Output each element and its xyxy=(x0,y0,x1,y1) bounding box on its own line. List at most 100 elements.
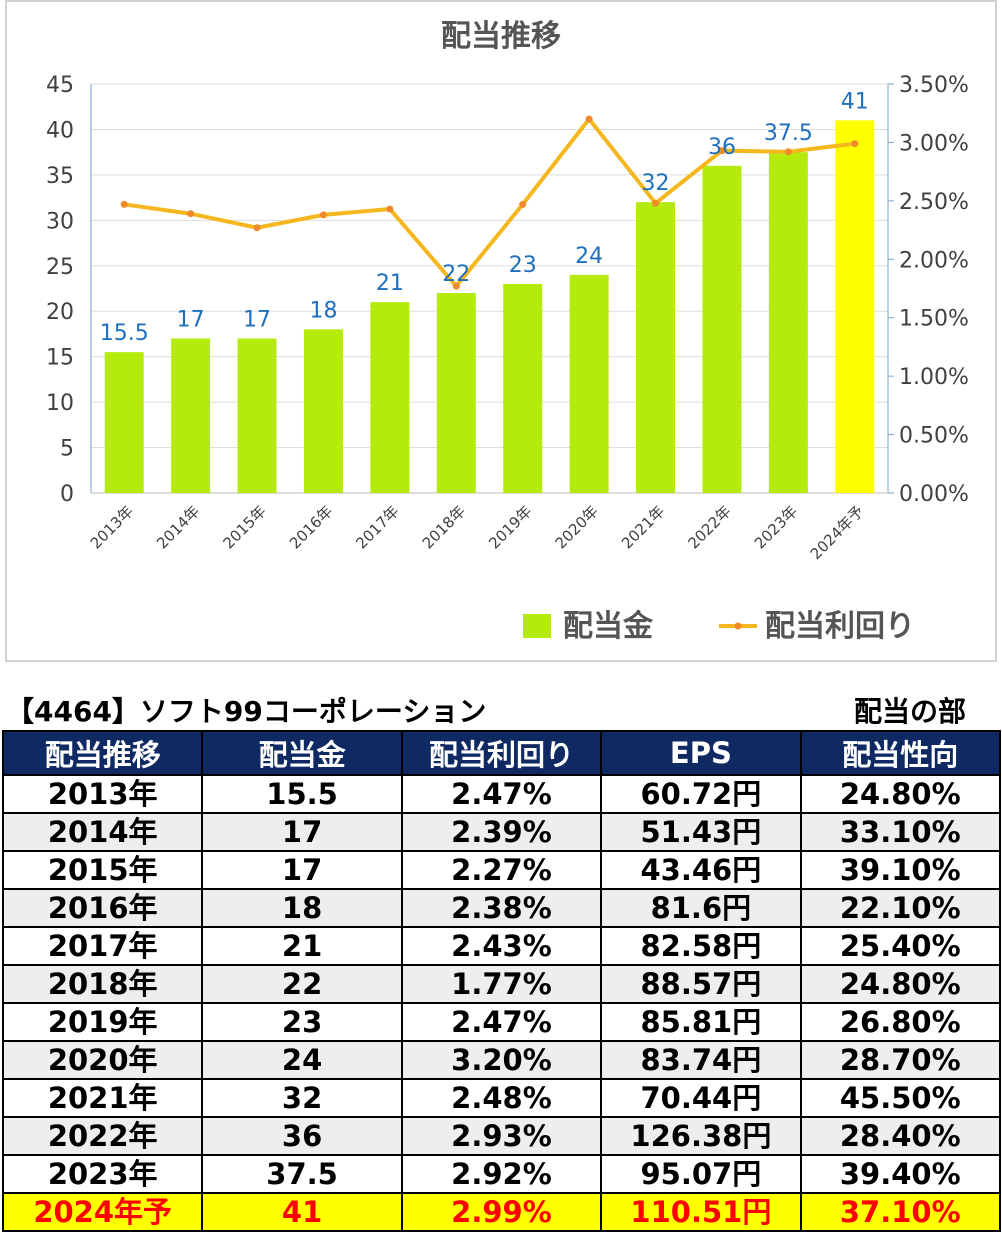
bar-dividend xyxy=(636,202,676,493)
cell-payout: 22.10% xyxy=(799,888,1002,928)
cell-year: 2015年 xyxy=(1,850,204,890)
bar-dividend xyxy=(768,152,808,493)
bar-data-label: 17 xyxy=(243,307,271,332)
table-row: 2016年 18 2.38% 81.6円 22.10% xyxy=(1,888,1002,928)
bar-data-label: 23 xyxy=(509,253,537,278)
dividend-chart: 配当推移 0 5 10 15 20 25 30 35 40 45 0.00% 0.50% 1.00% 1.5… xyxy=(46,19,969,644)
bar-dividend xyxy=(569,274,609,493)
cell-year: 2017年 xyxy=(1,926,204,966)
table-row: 2024年予 41 2.99% 110.51円 37.10% xyxy=(1,1192,1002,1232)
bar-dividend xyxy=(436,293,476,493)
category-label: 2018年 xyxy=(419,502,469,552)
table-row: 2015年 17 2.27% 43.46円 39.10% xyxy=(1,850,1002,890)
cell-year: 2023年 xyxy=(1,1154,204,1194)
cell-payout: 45.50% xyxy=(799,1078,1002,1118)
right-axis-tick-label: 0.50% xyxy=(899,424,969,449)
left-axis-tick-label: 35 xyxy=(46,164,74,189)
cell-year: 2019年 xyxy=(1,1002,204,1042)
cell-year: 2021年 xyxy=(1,1078,204,1118)
marker-yield xyxy=(784,148,792,156)
cell-dividend: 36 xyxy=(201,1116,403,1156)
bar-dividend xyxy=(237,338,277,493)
cell-payout: 33.10% xyxy=(799,812,1002,852)
header-eps: EPS xyxy=(600,730,802,776)
cell-eps: 70.44円 xyxy=(600,1078,802,1118)
cell-year: 2022年 xyxy=(1,1116,204,1156)
chart-panel: 配当推移 0 5 10 15 20 25 30 35 40 45 0.00% 0.50% 1.00% 1.5… xyxy=(5,0,997,662)
category-label: 2023年 xyxy=(751,502,801,552)
cell-year: 2018年 xyxy=(1,964,204,1004)
cell-eps: 126.38円 xyxy=(600,1116,802,1156)
cell-eps: 82.58円 xyxy=(600,926,802,966)
right-axis-tick-label: 3.00% xyxy=(899,131,969,156)
table-row: 2021年 32 2.48% 70.44円 45.50% xyxy=(1,1078,1002,1118)
marker-yield xyxy=(253,224,261,232)
chart-title: 配当推移 xyxy=(441,19,561,54)
cell-year: 2020年 xyxy=(1,1040,204,1080)
marker-yield xyxy=(652,199,660,207)
table-row: 2017年 21 2.43% 82.58円 25.40% xyxy=(1,926,1002,966)
marker-yield xyxy=(718,147,726,155)
cell-dividend: 21 xyxy=(201,926,403,966)
bar-dividend xyxy=(303,329,343,493)
cell-eps: 88.57円 xyxy=(600,964,802,1004)
table-row: 2019年 23 2.47% 85.81円 26.80% xyxy=(1,1002,1002,1042)
legend-label-yield: 配当利回り xyxy=(765,609,915,644)
marker-yield xyxy=(851,140,859,148)
right-axis-tick-label: 0.00% xyxy=(899,482,969,507)
cell-eps: 81.6円 xyxy=(600,888,802,928)
cell-payout: 39.10% xyxy=(799,850,1002,890)
table-row: 2018年 22 1.77% 88.57円 24.80% xyxy=(1,964,1002,1004)
bar-data-label: 15.5 xyxy=(100,321,149,346)
bar-dividend xyxy=(702,165,742,494)
table-row: 2013年 15.5 2.47% 60.72円 24.80% xyxy=(1,774,1002,814)
marker-yield xyxy=(519,200,527,208)
cell-eps: 95.07円 xyxy=(600,1154,802,1194)
category-label: 2014年 xyxy=(153,502,203,552)
cell-dividend: 18 xyxy=(201,888,403,928)
cell-yield: 2.39% xyxy=(400,812,603,852)
category-label: 2015年 xyxy=(220,502,270,552)
cell-payout: 28.70% xyxy=(799,1040,1002,1080)
bar-data-label: 36 xyxy=(708,135,736,160)
cell-yield: 2.93% xyxy=(400,1116,603,1156)
right-axis-tick-label: 3.50% xyxy=(899,73,969,98)
bar-data-label: 17 xyxy=(177,307,205,332)
legend-label-dividend: 配当金 xyxy=(563,609,654,644)
category-label: 2020年 xyxy=(552,502,602,552)
cell-dividend: 32 xyxy=(201,1078,403,1118)
cell-dividend: 23 xyxy=(201,1002,403,1042)
bar-data-label: 22 xyxy=(442,262,470,287)
right-axis-tick-label: 2.00% xyxy=(899,248,969,273)
left-axis-tick-label: 0 xyxy=(60,482,74,507)
cell-payout: 24.80% xyxy=(799,964,1002,1004)
cell-yield: 2.38% xyxy=(400,888,603,928)
bar-data-label: 18 xyxy=(309,298,337,323)
legend-swatch-dividend xyxy=(523,614,551,638)
cell-yield: 2.43% xyxy=(400,926,603,966)
cell-yield: 3.20% xyxy=(400,1040,603,1080)
table-row: 2014年 17 2.39% 51.43円 33.10% xyxy=(1,812,1002,852)
cell-payout: 26.80% xyxy=(799,1002,1002,1042)
bar-data-label: 24 xyxy=(575,244,603,269)
dividend-table: 配当推移 配当金 配当利回り EPS 配当性向 2013年 15.5 2.47% 60… xyxy=(1,730,1002,1232)
category-label: 2024年予 xyxy=(807,502,868,563)
header-dividend: 配当金 xyxy=(201,730,403,776)
bar-data-label: 37.5 xyxy=(764,121,813,146)
left-axis-tick-label: 30 xyxy=(46,209,74,234)
bar-dividend xyxy=(104,352,144,493)
category-label: 2022年 xyxy=(684,502,734,552)
cell-eps: 60.72円 xyxy=(600,774,802,814)
table-row: 2020年 24 3.20% 83.74円 28.70% xyxy=(1,1040,1002,1080)
company-name: 【4464】ソフト99コーポレーション xyxy=(6,695,487,728)
right-axis-tick-label: 1.00% xyxy=(899,365,969,390)
left-axis-tick-label: 25 xyxy=(46,255,74,280)
category-label: 2017年 xyxy=(352,502,402,552)
cell-yield: 2.48% xyxy=(400,1078,603,1118)
cell-yield: 2.47% xyxy=(400,1002,603,1042)
header-yield: 配当利回り xyxy=(400,730,603,776)
table-row: 2023年 37.5 2.92% 95.07円 39.40% xyxy=(1,1154,1002,1194)
cell-yield: 2.99% xyxy=(400,1192,603,1232)
marker-yield xyxy=(319,211,327,219)
marker-yield xyxy=(585,115,593,123)
